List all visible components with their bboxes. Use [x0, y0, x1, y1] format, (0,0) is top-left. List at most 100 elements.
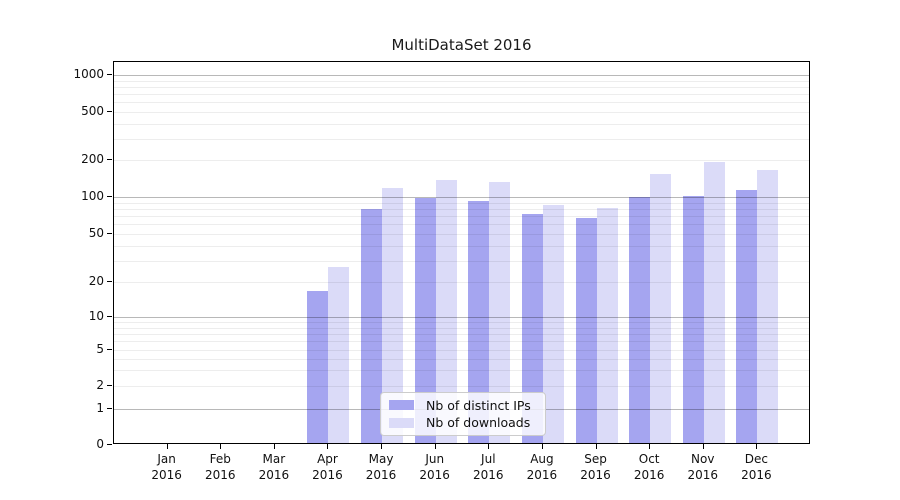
y-tick-label-20: 20	[88, 273, 104, 288]
gridline-minor-20	[114, 281, 809, 283]
bar-distinct-ips-jul	[468, 201, 490, 443]
gridline-minor-300	[114, 138, 809, 140]
legend-label-downloads: Nb of downloads	[426, 415, 531, 431]
legend-label-distinct-ips: Nb of distinct IPs	[426, 397, 531, 413]
y-tick-label-500: 500	[81, 103, 104, 118]
x-tick-mark-dec	[756, 444, 758, 449]
legend-item-distinct-ips: Nb of distinct IPs	[389, 398, 539, 413]
x-tick-mark-jan	[166, 444, 168, 449]
legend-swatch-downloads	[389, 417, 414, 428]
bars-layer	[114, 62, 809, 443]
y-tick-label-1000: 1000	[73, 67, 104, 81]
gridline-minor-80	[114, 209, 809, 210]
x-tick-mark-nov	[702, 444, 704, 449]
bar-downloads-may	[382, 187, 404, 443]
bar-distinct-ips-aug	[521, 213, 543, 443]
x-tick-label-nov: Nov 2016	[687, 452, 719, 482]
x-tick-mark-aug	[541, 444, 543, 449]
gridline-minor-60	[114, 224, 809, 226]
gridline-minor-30	[114, 260, 809, 262]
legend: Nb of distinct IPs Nb of downloads	[380, 392, 546, 436]
x-tick-label-aug: Aug 2016	[526, 452, 558, 482]
gridline-minor-50	[114, 234, 809, 236]
gridline-minor-3	[114, 370, 809, 372]
bar-downloads-nov	[703, 162, 725, 443]
gridline-minor-4	[114, 358, 809, 360]
gridline-minor-40	[114, 245, 809, 247]
gridline-minor-200	[114, 160, 809, 162]
x-tick-mark-jun	[434, 444, 436, 449]
y-tick-mark-100	[107, 196, 112, 197]
gridline-minor-700	[114, 93, 809, 95]
bar-downloads-dec	[757, 170, 779, 443]
bar-downloads-apr	[328, 266, 350, 443]
x-tick-label-apr: Apr 2016	[312, 452, 343, 482]
y-tick-mark-0	[107, 443, 112, 445]
x-tick-label-jan: Jan 2016	[151, 452, 182, 482]
bar-downloads-sep	[596, 207, 618, 443]
x-tick-label-jun: Jun 2016	[419, 452, 450, 482]
y-tick-label-200: 200	[81, 152, 104, 167]
x-tick-label-mar: Mar 2016	[258, 452, 290, 482]
x-tick-mark-sep	[595, 444, 597, 449]
x-tick-mark-apr	[327, 444, 329, 449]
gridline-minor-5	[114, 350, 809, 352]
bar-distinct-ips-nov	[682, 195, 704, 443]
y-tick-label-50: 50	[88, 226, 104, 241]
y-tick-label-10: 10	[88, 308, 104, 323]
bar-distinct-ips-may	[361, 208, 383, 443]
gridline-minor-70	[114, 216, 809, 218]
bar-distinct-ips-dec	[736, 190, 758, 443]
x-tick-mark-oct	[649, 444, 651, 449]
legend-item-downloads: Nb of downloads	[389, 415, 539, 430]
x-tick-mark-jul	[488, 444, 490, 449]
y-tick-mark-2	[107, 385, 112, 386]
bar-downloads-aug	[542, 204, 564, 443]
y-tick-label-5: 5	[96, 342, 104, 357]
x-tick-mark-feb	[220, 444, 222, 449]
gridline-minor-400	[114, 123, 809, 125]
bar-downloads-oct	[650, 174, 672, 443]
y-tick-label-2: 2	[96, 378, 104, 392]
gridline-minor-800	[114, 86, 809, 88]
y-tick-mark-20	[107, 280, 112, 282]
y-tick-mark-5	[107, 349, 112, 351]
grid-layer	[114, 62, 809, 443]
gridline-minor-600	[114, 102, 809, 104]
legend-swatch-distinct-ips	[389, 400, 414, 411]
bar-distinct-ips-apr	[307, 291, 329, 443]
y-tick-label-0: 0	[96, 436, 104, 451]
bar-distinct-ips-sep	[575, 217, 597, 443]
bar-distinct-ips-oct	[629, 197, 651, 443]
y-tick-mark-1000	[107, 74, 112, 75]
x-tick-mark-may	[381, 444, 383, 449]
x-tick-label-dec: Dec 2016	[741, 452, 772, 482]
gridline-minor-500	[114, 111, 809, 113]
bar-distinct-ips-jun	[414, 197, 436, 443]
x-tick-label-may: May 2016	[365, 452, 397, 482]
bar-downloads-jun	[435, 179, 457, 443]
gridline-minor-6	[114, 341, 809, 343]
y-tick-label-1: 1	[96, 400, 104, 415]
gridline-major-1000	[114, 75, 809, 76]
gridline-minor-900	[114, 80, 809, 82]
x-tick-label-oct: Oct 2016	[633, 452, 665, 482]
x-tick-mark-mar	[273, 444, 275, 449]
y-tick-mark-10	[107, 315, 112, 317]
gridline-minor-9	[114, 321, 809, 323]
chart-title: MultiDataSet 2016	[391, 36, 532, 54]
bar-downloads-jul	[489, 182, 511, 443]
gridline-minor-8	[114, 327, 809, 329]
y-tick-label-100: 100	[81, 189, 104, 203]
y-tick-mark-500	[107, 110, 112, 112]
x-tick-label-feb: Feb 2016	[204, 452, 236, 482]
gridline-major-100	[114, 197, 809, 198]
gridline-minor-90	[114, 202, 809, 204]
x-tick-label-jul: Jul 2016	[473, 452, 504, 482]
gridline-minor-7	[114, 333, 809, 335]
y-tick-mark-200	[107, 159, 112, 161]
y-tick-mark-1	[107, 407, 112, 409]
x-tick-label-sep: Sep 2016	[580, 452, 611, 482]
gridline-minor-2	[114, 386, 809, 387]
